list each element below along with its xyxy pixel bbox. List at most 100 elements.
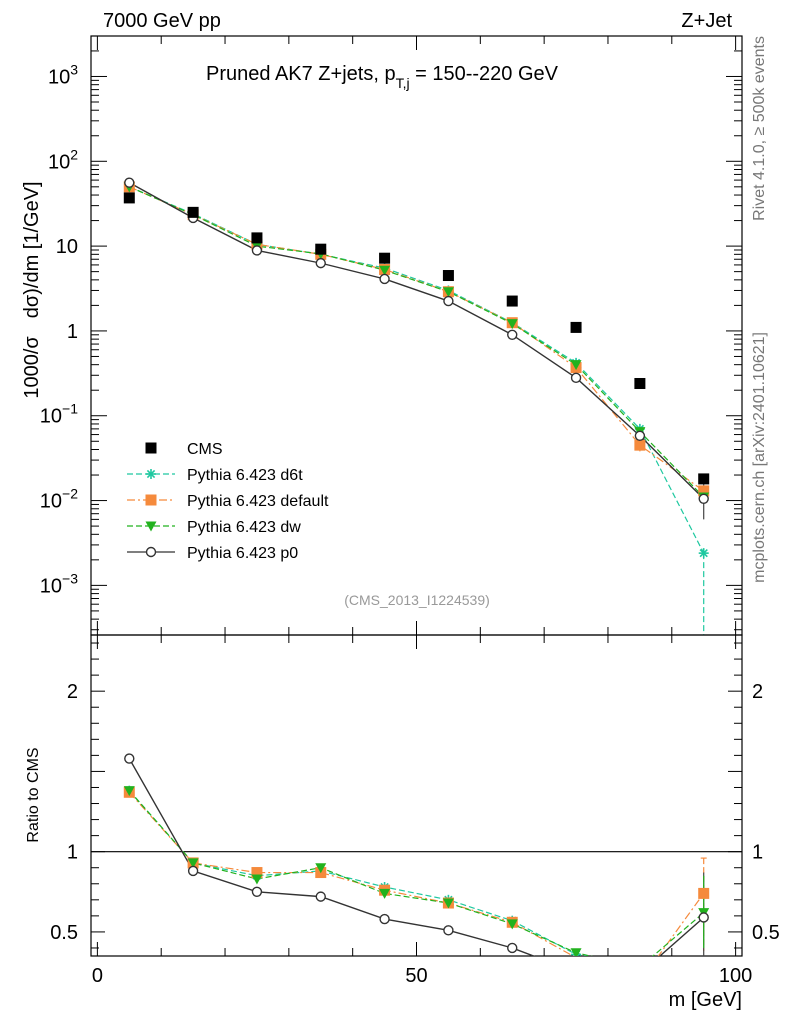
main-ytick-label: 103: [48, 61, 78, 88]
data-marker-triangle: [379, 888, 391, 899]
data-marker-circle: [315, 257, 326, 269]
data-marker-triangle: [442, 287, 454, 298]
analysis-id: (CMS_2013_I1224539): [344, 592, 490, 608]
ratio-xtick-label: 0: [92, 965, 103, 987]
main-axis-ticks: 10−3 10−2 10−1 1 10 102 103: [40, 35, 742, 635]
data-marker-triangle: [442, 898, 454, 909]
data-marker-circle: [634, 430, 646, 442]
legend-entry: CMS: [145, 441, 223, 458]
ratio-line-3: [128, 758, 705, 956]
ratio-xlabel: m [GeV]: [669, 989, 742, 1011]
data-marker-circle: [698, 912, 709, 923]
ratio-frame: [90, 634, 743, 957]
legend-entry: Pythia 6.423 p0: [127, 545, 298, 562]
legend-label: Pythia 6.423 default: [187, 493, 329, 510]
series-line-3: [129, 186, 705, 498]
legend: CMS Pythia 6.423 d6t Pythia 6.423 default P…: [127, 441, 329, 562]
main-title: Pruned AK7 Z+jets, pT,j = 150--220 GeV: [206, 63, 559, 91]
data-marker-circle: [251, 245, 263, 256]
data-marker-triangle: [123, 786, 135, 797]
legend-entry: Pythia 6.423 d6t: [127, 467, 303, 484]
data-marker-circle: [379, 913, 390, 925]
data-marker-triangle: [379, 265, 391, 276]
energy-label: 7000 GeV pp: [103, 10, 221, 32]
ratio-ytick-label-right: 1: [752, 842, 763, 864]
legend-label: Pythia 6.423 dw: [187, 519, 301, 536]
title-subscript: T,j: [396, 75, 410, 91]
data-marker-circle: [124, 753, 135, 764]
data-marker-circle: [251, 886, 263, 897]
data-marker-circle: [379, 273, 390, 285]
data-marker-square: [145, 442, 157, 454]
ratio-xtick-label: 50: [405, 965, 427, 987]
rivet-label: Rivet 4.1.0, ≥ 500k events: [751, 36, 768, 221]
data-marker-square: [698, 887, 710, 899]
title-suffix: = 150--220 GeV: [410, 63, 559, 85]
data-marker-circle: [698, 493, 709, 504]
ratio-ytick-label: 1: [67, 842, 78, 864]
main-ytick-label: 10−1: [40, 401, 78, 428]
data-marker-triangle: [315, 863, 327, 874]
series-line-1: [129, 186, 705, 554]
main-panel: 10−3 10−2 10−1 1 10 102 103 Pruned AK7 Z+jets,…: [21, 35, 743, 636]
legend-entry: Pythia 6.423 default: [127, 493, 329, 510]
ratio-line-0: [128, 790, 589, 956]
ratio-ytick-label-right: 0.5: [752, 922, 780, 944]
series-line-4: [128, 182, 705, 500]
data-marker-triangle: [251, 874, 263, 885]
star-stroke: [699, 548, 708, 558]
data-marker-circle: [507, 942, 518, 954]
data-marker-circle: [124, 177, 135, 188]
data-marker-circle: [187, 865, 199, 877]
main-ytick-label: 1: [67, 321, 78, 343]
data-marker-star: [698, 548, 709, 559]
ratio-line-2: [128, 790, 705, 956]
main-ytick-label: 10−2: [40, 486, 78, 513]
data-marker-square: [634, 439, 646, 451]
ratio-ytick-label: 2: [67, 681, 78, 703]
data-marker-circle: [145, 546, 157, 558]
ratio-ylabel: Ratio to CMS: [25, 747, 42, 842]
data-marker-square: [698, 473, 710, 485]
main-ylabel: 1000/σ dσ)/dm [1/GeV]: [21, 181, 43, 398]
data-marker-square: [145, 494, 157, 506]
data-marker-square: [315, 243, 327, 255]
main-ytick-label: 102: [48, 146, 78, 173]
data-marker-square: [506, 295, 518, 307]
ratio-line-1: [128, 791, 705, 956]
data-marker-triangle: [570, 360, 582, 371]
series-line-2: [129, 186, 705, 492]
data-marker-circle: [507, 329, 518, 341]
data-marker-star: [146, 469, 156, 479]
ratio-ytick-label: 0.5: [50, 922, 78, 944]
ratio-series-group: [123, 753, 710, 956]
main-ytick-label: 10−3: [40, 570, 78, 597]
data-marker-square: [698, 485, 710, 497]
data-marker-triangle: [187, 858, 199, 869]
main-ytick-label: 10: [56, 236, 78, 258]
data-marker-square: [379, 252, 391, 264]
data-marker-square: [442, 270, 454, 282]
legend-label: Pythia 6.423 p0: [187, 545, 298, 562]
data-marker-circle: [443, 295, 454, 307]
data-marker-triangle: [506, 919, 518, 930]
data-marker-triangle: [145, 521, 157, 532]
data-marker-square: [251, 232, 263, 244]
process-label: Z+Jet: [681, 10, 732, 32]
legend-label: CMS: [187, 441, 223, 458]
title-main-text: Pruned AK7 Z+jets, p: [206, 63, 396, 85]
data-marker-triangle: [570, 948, 582, 956]
data-marker-circle: [570, 372, 582, 384]
main-series: [123, 177, 710, 635]
ylabel-part-b: dσ)/dm [1/GeV]: [21, 181, 43, 318]
data-marker-square: [634, 377, 646, 389]
legend-label: Pythia 6.423 d6t: [187, 467, 303, 484]
ratio-ytick-label-right: 2: [752, 681, 763, 703]
data-marker-circle: [315, 891, 326, 902]
data-marker-triangle: [506, 319, 518, 330]
mcplots-label: mcplots.cern.ch [arXiv:2401.10621]: [751, 332, 768, 583]
data-marker-square: [187, 206, 199, 218]
ratio-series: [123, 753, 710, 956]
